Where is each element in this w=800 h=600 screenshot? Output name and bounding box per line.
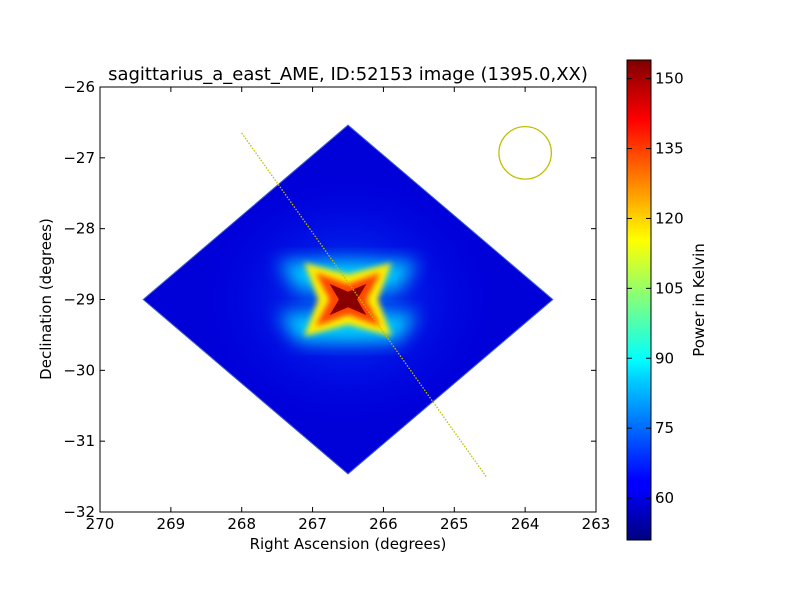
colorbar	[626, 59, 652, 541]
colorbar-label: Power in Kelvin	[690, 243, 708, 357]
colorbar-tick-label: 135	[655, 140, 684, 158]
scan-line	[241, 132, 487, 477]
x-tick-label: 267	[298, 515, 327, 533]
y-tick-label: −32	[63, 503, 95, 521]
beam-circle	[498, 126, 553, 180]
x-tick-label: 269	[157, 515, 186, 533]
y-tick: −31	[63, 432, 596, 450]
x-tick: 270	[86, 87, 115, 533]
hot-core	[278, 261, 418, 342]
y-tick: −28	[63, 220, 596, 238]
colorbar-tick: 90	[627, 349, 674, 367]
heatmap-image	[142, 124, 554, 475]
colorbar-tick: 150	[627, 70, 684, 88]
x-tick: 267	[298, 87, 327, 533]
y-tick-label: −31	[63, 432, 95, 450]
y-tick: −30	[63, 361, 596, 379]
y-tick-label: −30	[63, 361, 95, 379]
y-tick-label: −26	[63, 78, 95, 96]
x-tick-label: 266	[369, 515, 398, 533]
x-tick: 265	[440, 87, 469, 533]
colorbar-tick: 75	[627, 419, 674, 437]
chart-title: sagittarius_a_east_AME, ID:52153 image (…	[108, 64, 588, 85]
x-tick: 264	[511, 87, 540, 533]
x-tick-label: 263	[582, 515, 611, 533]
y-axis-label: Declination (degrees)	[37, 218, 55, 380]
y-tick: −29	[63, 291, 596, 309]
plot-area	[100, 87, 596, 512]
x-tick: 263	[582, 87, 611, 533]
x-tick-label: 264	[511, 515, 540, 533]
y-tick-label: −28	[63, 220, 95, 238]
colorbar-tick: 105	[627, 279, 684, 297]
colorbar-tick-label: 150	[655, 70, 684, 88]
colorbar-tick: 135	[627, 140, 684, 158]
x-tick: 269	[157, 87, 186, 533]
x-tick: 268	[227, 87, 256, 533]
colorbar-tick-label: 105	[655, 279, 684, 297]
colorbar-tick: 120	[627, 209, 684, 227]
x-axis-ticks: 270 269 268 267 266 265 264 263	[86, 87, 611, 533]
x-tick-label: 270	[86, 515, 115, 533]
colorbar-tick-label: 120	[655, 209, 684, 227]
y-tick-label: −29	[63, 291, 95, 309]
x-tick-label: 268	[227, 515, 256, 533]
y-axis-ticks: −26 −27 −28 −29 −30 −31 −32	[63, 78, 596, 521]
y-tick: −32	[63, 503, 596, 521]
x-tick-label: 265	[440, 515, 469, 533]
y-tick-label: −27	[63, 149, 95, 167]
colorbar-ticks: 60 75 90 105 120 135 150	[627, 70, 684, 507]
core-red	[329, 283, 367, 316]
colorbar-tick-label: 75	[655, 419, 674, 437]
x-tick: 266	[369, 87, 398, 533]
y-tick: −26	[63, 78, 596, 96]
colorbar-tick-label: 60	[655, 489, 674, 507]
colorbar-tick-label: 90	[655, 349, 674, 367]
y-tick: −27	[63, 149, 596, 167]
x-axis-label: Right Ascension (degrees)	[250, 535, 447, 553]
colorbar-tick: 60	[627, 489, 674, 507]
